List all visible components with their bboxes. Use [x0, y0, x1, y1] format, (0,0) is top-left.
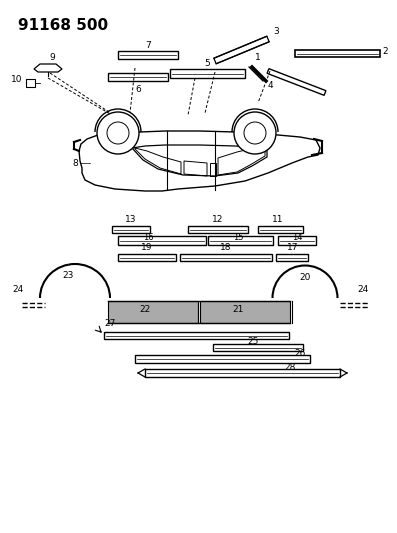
Bar	[118, 236, 206, 245]
Bar	[104, 332, 289, 339]
Text: 22: 22	[139, 305, 150, 314]
Text: 7: 7	[145, 41, 151, 50]
Text: 28: 28	[284, 364, 296, 373]
Text: 20: 20	[299, 272, 311, 281]
Text: 24: 24	[357, 286, 369, 295]
Text: 13: 13	[125, 215, 137, 224]
Bar	[118, 51, 178, 59]
Text: 6: 6	[135, 85, 141, 93]
Text: 21: 21	[232, 305, 244, 314]
Text: 91168 500: 91168 500	[18, 18, 108, 33]
Bar	[276, 254, 308, 261]
Text: 23: 23	[62, 271, 74, 279]
Text: 16: 16	[143, 232, 153, 241]
Text: 11: 11	[272, 215, 284, 224]
Text: 14: 14	[292, 232, 302, 241]
Bar	[118, 254, 176, 261]
Bar	[295, 50, 380, 57]
Circle shape	[107, 122, 129, 144]
Text: 27: 27	[104, 319, 116, 328]
Bar	[180, 254, 272, 261]
Text: 15: 15	[233, 232, 243, 241]
Bar	[108, 73, 168, 81]
Text: 24: 24	[12, 286, 24, 295]
Bar	[213, 344, 303, 351]
Bar	[112, 226, 150, 233]
Text: 1: 1	[255, 52, 261, 61]
Bar	[135, 355, 310, 363]
Text: 9: 9	[49, 53, 55, 62]
Text: 10: 10	[11, 76, 23, 85]
Circle shape	[97, 112, 139, 154]
Text: 8: 8	[72, 158, 78, 167]
Bar	[108, 301, 198, 323]
Bar	[208, 236, 273, 245]
Bar	[170, 69, 245, 78]
Bar	[145, 369, 340, 377]
Text: 4: 4	[267, 80, 273, 90]
Text: 25: 25	[247, 337, 259, 346]
Text: 19: 19	[141, 244, 153, 253]
Bar	[278, 236, 316, 245]
Bar	[26, 79, 35, 87]
Text: 2: 2	[382, 47, 388, 56]
Circle shape	[244, 122, 266, 144]
Circle shape	[234, 112, 276, 154]
Text: 5: 5	[204, 59, 210, 68]
Text: 18: 18	[220, 244, 232, 253]
Text: 26: 26	[294, 350, 306, 359]
Bar	[188, 226, 248, 233]
Text: 17: 17	[287, 244, 299, 253]
Text: 3: 3	[273, 27, 279, 36]
Text: 12: 12	[212, 215, 224, 224]
Bar	[258, 226, 303, 233]
Bar	[200, 301, 290, 323]
